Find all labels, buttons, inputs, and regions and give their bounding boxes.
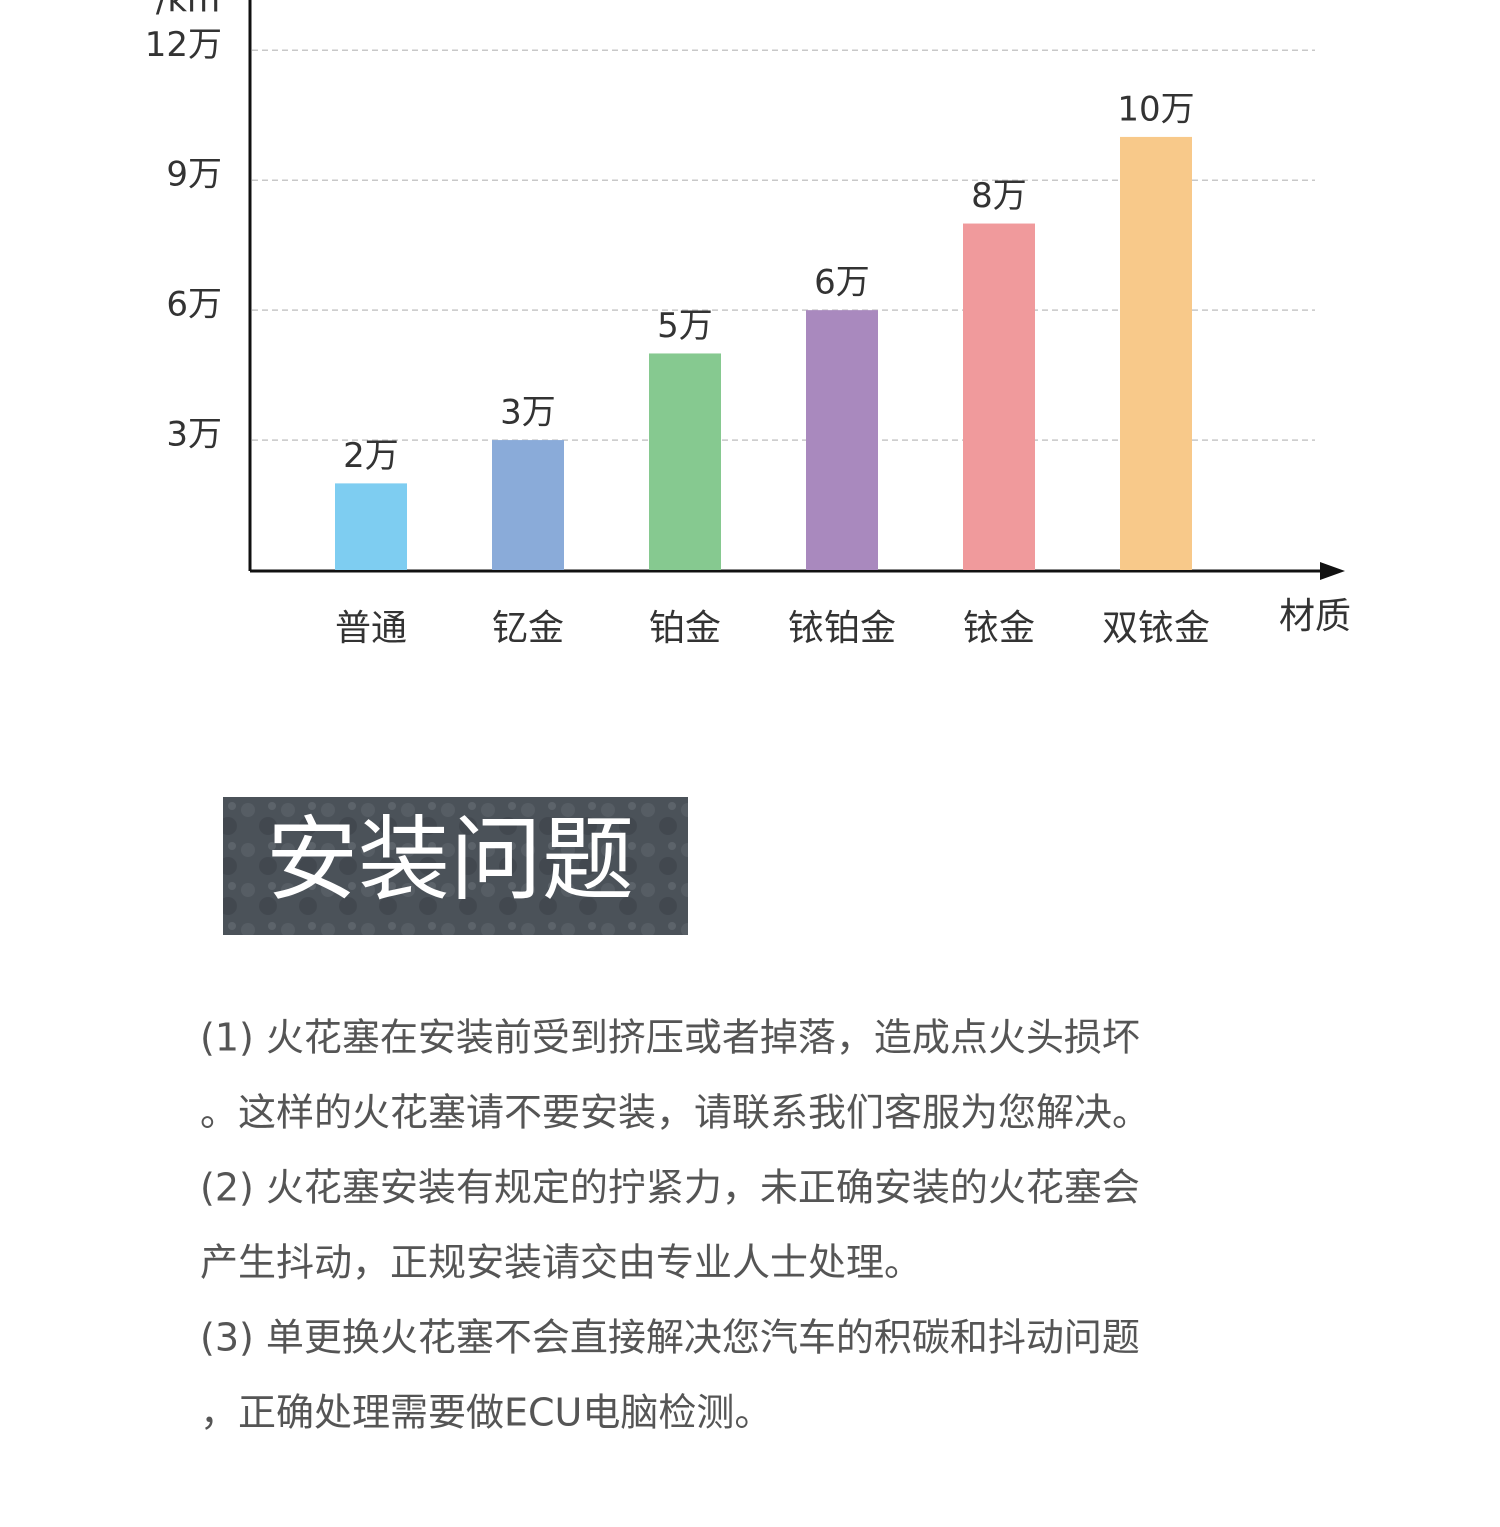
body-line: ，正确处理需要做ECU电脑检测。 — [200, 1391, 772, 1435]
body-line: (1) 火花塞在安装前受到挤压或者掉落，造成点火头损坏 — [200, 1016, 1140, 1060]
bar — [1120, 136, 1192, 570]
x-tick-label: 钇金 — [492, 608, 564, 649]
y-tick-label: 6万 — [166, 285, 222, 325]
y-axis-label: /km — [156, 0, 220, 21]
heading-box — [223, 797, 688, 935]
bar — [649, 353, 721, 570]
body-line: (2) 火花塞安装有规定的拧紧力，未正确安装的火花塞会 — [200, 1166, 1140, 1210]
x-axis-label: 材质 — [1279, 596, 1351, 637]
value-label: 8万 — [971, 176, 1027, 216]
value-label: 6万 — [814, 263, 870, 303]
bar — [963, 223, 1035, 571]
bar — [492, 440, 564, 570]
value-label: 5万 — [657, 306, 713, 346]
y-tick-label: 12万 — [145, 25, 222, 65]
body-line: 产生抖动，正规安装请交由专业人士处理。 — [200, 1241, 922, 1285]
section-heading: 安装问题 — [266, 806, 634, 913]
x-axis-arrow — [1320, 562, 1345, 580]
body-line: 。这样的火花塞请不要安装，请联系我们客服为您解决。 — [200, 1091, 1150, 1135]
y-tick-label: 3万 — [166, 415, 222, 455]
value-label: 10万 — [1117, 89, 1194, 129]
value-label: 2万 — [343, 436, 399, 476]
x-tick-label: 铱铂金 — [788, 608, 896, 649]
y-tick-label: 9万 — [166, 155, 222, 195]
value-label: 3万 — [500, 393, 556, 433]
x-tick-label: 双铱金 — [1102, 608, 1210, 649]
x-tick-label: 铂金 — [649, 608, 721, 649]
x-tick-label: 普通 — [335, 608, 407, 649]
body-line: (3) 单更换火花塞不会直接解决您汽车的积碳和抖动问题 — [200, 1316, 1140, 1360]
bar — [806, 310, 878, 570]
bar — [335, 483, 407, 570]
x-tick-label: 铱金 — [963, 608, 1035, 649]
